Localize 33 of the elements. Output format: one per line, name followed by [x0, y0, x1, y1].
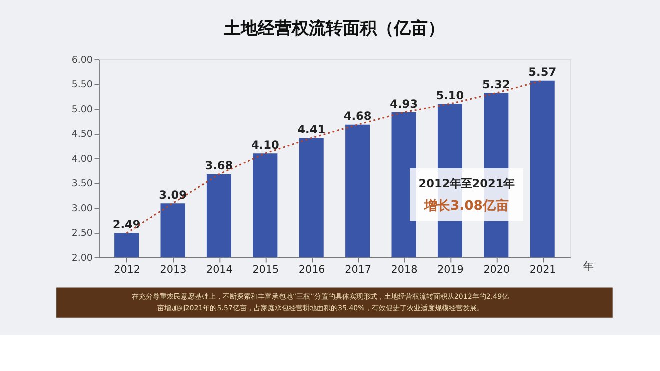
x-tick-label: 2019 [438, 264, 464, 276]
annotation: 增长3.08亿亩 [423, 198, 509, 214]
y-tick-label: 6.00 [72, 54, 93, 66]
x-tick-label: 2021 [530, 264, 556, 276]
data-label: 4.68 [344, 110, 372, 124]
x-tick-label: 2018 [391, 264, 418, 276]
x-tick-label: 2015 [252, 264, 280, 276]
x-tick-label: 2014 [206, 264, 234, 276]
x-tick-label: 2020 [484, 264, 510, 276]
y-tick-label: 4.50 [72, 129, 93, 140]
y-tick-label: 2.50 [72, 228, 93, 240]
data-label: 3.68 [205, 160, 234, 173]
annotation: 2012年至2021年 [418, 177, 515, 190]
x-axis-title: 年 [584, 260, 594, 273]
data-label: 5.57 [528, 66, 557, 80]
x-tick-label: 2012 [114, 264, 140, 276]
x-tick-label: 2013 [160, 264, 187, 276]
data-label: 2.49 [112, 218, 141, 232]
data-label: 4.41 [298, 124, 326, 137]
data-label: 4.10 [251, 138, 280, 152]
y-tick-label: 4.00 [72, 154, 93, 165]
chart-title: 土地经营权流转面积（亿亩） [223, 19, 446, 40]
data-label: 3.09 [159, 188, 188, 202]
data-label: 5.32 [482, 78, 510, 92]
x-tick-label: 2017 [345, 264, 372, 276]
y-tick-label: 5.00 [72, 104, 93, 116]
y-tick-label: 5.50 [72, 80, 93, 91]
y-tick-label: 3.00 [72, 203, 93, 214]
x-tick-label: 2016 [298, 264, 326, 276]
y-tick-label: 2.00 [72, 252, 93, 264]
data-label: 5.10 [436, 89, 464, 102]
y-tick-label: 3.50 [72, 178, 93, 190]
data-label: 4.93 [390, 98, 418, 111]
